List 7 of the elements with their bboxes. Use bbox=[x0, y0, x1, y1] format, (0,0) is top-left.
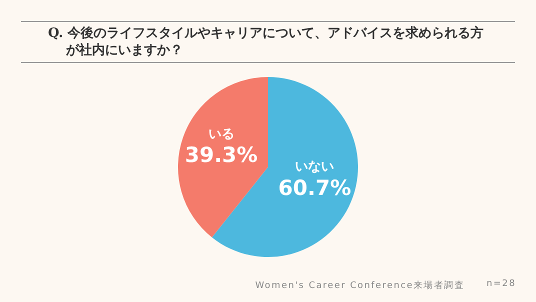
slice-label: いない bbox=[295, 160, 334, 175]
data-label: 39.3% bbox=[184, 143, 258, 168]
chart-title: Q. 今後のライフスタイルやキャリアについて、アドバイスを求められる方が社内にいますか？ bbox=[48, 25, 485, 59]
text: Women's Career Conference来場者調査 bbox=[255, 280, 464, 292]
text: n=28 bbox=[486, 279, 516, 291]
slice-label: いる bbox=[208, 127, 234, 142]
data-label: 60.7% bbox=[278, 176, 352, 200]
